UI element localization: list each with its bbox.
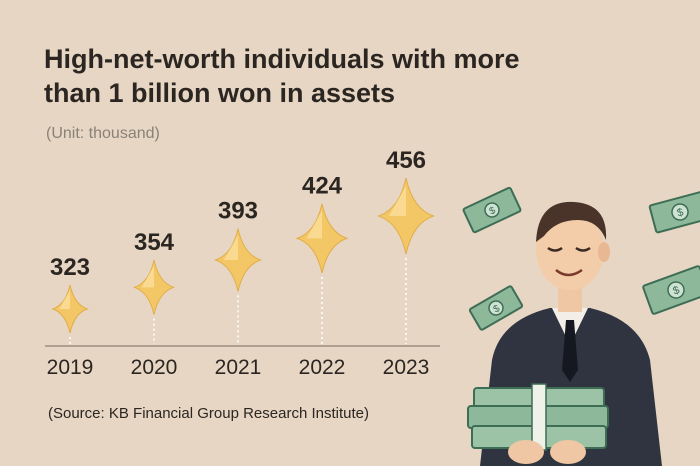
x-tick-label-2023: 2023 — [383, 356, 430, 379]
diamond-marker-2019 — [51, 284, 89, 334]
source-note: (Source: KB Financial Group Research Ins… — [48, 405, 369, 422]
value-label-2023: 456 — [386, 147, 426, 174]
diamond-marker-2021 — [213, 228, 263, 292]
x-tick-label-2019: 2019 — [47, 356, 94, 379]
businessman-illustration: $ $ $ $ — [462, 186, 700, 466]
diamond-marker-2020 — [132, 259, 176, 315]
value-label-2020: 354 — [134, 229, 175, 256]
svg-text:$: $ — [488, 205, 498, 218]
value-label-2021: 393 — [218, 198, 258, 225]
svg-text:$: $ — [676, 206, 685, 219]
x-tick-label-2020: 2020 — [131, 356, 178, 379]
unit-label: (Unit: thousand) — [46, 125, 160, 142]
svg-text:$: $ — [492, 303, 503, 316]
x-tick-label-2021: 2021 — [215, 356, 262, 379]
banknote-icon: $ — [462, 186, 522, 234]
chart-title: High-net-worth individuals with more tha… — [44, 44, 520, 108]
banknote-icon: $ — [648, 190, 700, 234]
value-label-2022: 424 — [302, 173, 343, 200]
banknote-icon: $ — [468, 285, 524, 331]
value-label-2019: 323 — [50, 254, 90, 281]
banknote-icon: $ — [642, 265, 700, 315]
money-stack-icon — [467, 383, 609, 451]
diamond-marker-2022 — [295, 203, 349, 274]
x-tick-label-2022: 2022 — [299, 356, 346, 379]
svg-text:$: $ — [671, 284, 681, 297]
diamond-marker-2023 — [377, 177, 435, 255]
